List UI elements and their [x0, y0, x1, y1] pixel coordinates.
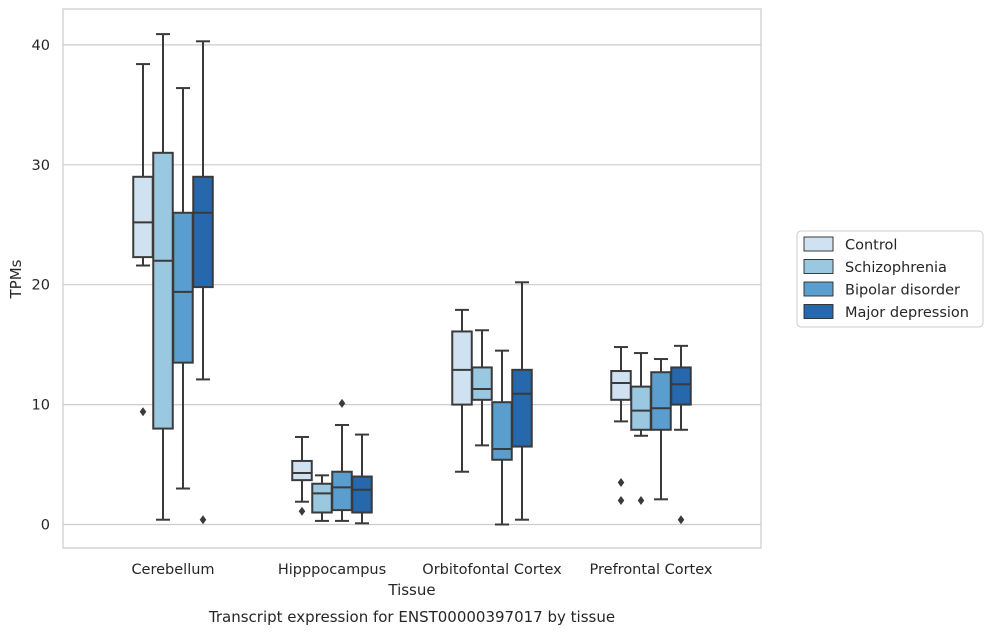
legend-label: Bipolar disorder — [845, 283, 960, 299]
legend: Control Schizophrenia Bipolar disorder Majo… — [796, 230, 984, 328]
series-schizophrenia — [152, 33, 652, 522]
box-plot-series — [132, 33, 692, 526]
chart-title: Transcript expression for ENST0000039701… — [208, 608, 615, 626]
box — [650, 358, 672, 501]
box-body — [650, 371, 672, 431]
legend-label: Control — [845, 238, 897, 254]
box-body — [351, 475, 373, 514]
legend-frame — [796, 230, 984, 328]
box-body — [511, 368, 533, 448]
box-body — [291, 459, 313, 482]
box-body — [192, 175, 214, 289]
box-body — [132, 175, 154, 259]
outlier-point — [199, 515, 207, 525]
box-body — [152, 151, 174, 430]
box-body — [331, 470, 353, 512]
box — [491, 349, 513, 526]
box-body — [471, 366, 493, 401]
box-body — [670, 366, 692, 406]
outlier-point — [139, 407, 147, 417]
outlier-point — [338, 398, 346, 408]
box — [630, 352, 652, 506]
box-body — [311, 482, 333, 514]
box-body — [451, 330, 473, 406]
series-major-depression — [192, 40, 692, 525]
box-body — [630, 385, 652, 431]
outlier-point — [617, 478, 625, 488]
box — [670, 344, 692, 525]
outlier-point — [637, 496, 645, 506]
x-tick-labels: Cerebellum Hipppocampus Orbitofontal Corte… — [131, 562, 712, 578]
series-bipolar-disorder — [172, 87, 672, 526]
box — [451, 308, 473, 473]
outlier-point — [677, 515, 685, 525]
legend-label: Major depression — [845, 305, 969, 321]
y-tick-label: 30 — [32, 158, 50, 174]
y-axis-label: TPMs — [7, 259, 25, 299]
legend-swatch — [803, 281, 834, 297]
legend-label: Schizophrenia — [845, 260, 947, 276]
x-tick-label: Cerebellum — [131, 562, 214, 578]
y-tick-label: 10 — [32, 398, 50, 414]
box — [291, 435, 313, 516]
box — [351, 433, 373, 525]
box — [172, 87, 194, 490]
box-body — [172, 211, 194, 364]
series-control — [132, 63, 632, 516]
x-tick-label: Prefrontal Cortex — [590, 562, 713, 578]
y-tick-labels: 0 10 20 30 40 — [32, 38, 50, 534]
outlier-point — [617, 496, 625, 506]
box — [610, 346, 632, 506]
box — [511, 281, 533, 521]
box — [132, 63, 154, 417]
box — [471, 329, 493, 447]
box — [152, 33, 174, 521]
y-tick-label: 40 — [32, 38, 50, 54]
box — [311, 474, 333, 522]
x-tick-label: Orbitofontal Cortex — [422, 562, 562, 578]
x-tick-label: Hipppocampus — [278, 562, 386, 578]
outlier-point — [298, 506, 306, 516]
box — [192, 40, 214, 525]
legend-swatch — [803, 304, 834, 319]
box-body — [491, 401, 513, 461]
x-axis-label: Tissue — [387, 581, 435, 599]
legend-swatch — [803, 236, 834, 252]
box-body — [610, 370, 632, 401]
y-tick-label: 20 — [32, 278, 50, 294]
plot-frame — [62, 8, 762, 549]
box — [331, 398, 353, 522]
legend-swatch — [803, 259, 834, 274]
y-tick-label: 0 — [41, 518, 50, 534]
